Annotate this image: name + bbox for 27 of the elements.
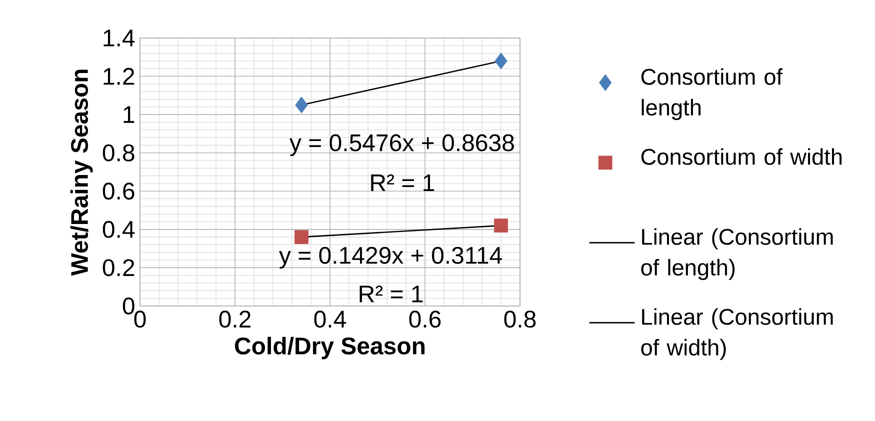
x-tick-label: 0.4: [314, 310, 346, 328]
annotation: R² = 1: [360, 286, 423, 302]
x-axis-title: Cold/Dry Season: [234, 336, 425, 360]
x-tick-label: 0: [134, 310, 146, 328]
legend-label: Linear (Consortium of length): [641, 228, 833, 280]
point: [294, 230, 308, 244]
point: [494, 218, 508, 233]
y-axis-title: Wet/Rainy Season: [70, 70, 93, 276]
y-tick-label: 0.8: [102, 144, 134, 162]
x-tick-label: 0.8: [504, 310, 536, 328]
x-tick-label: 0.6: [409, 310, 441, 328]
x-tick-label: 0.2: [219, 310, 250, 328]
legend-label: Consortium of width: [641, 148, 842, 165]
point: [494, 52, 508, 70]
legend-label: Consortium of length: [641, 68, 783, 120]
legend-label: Linear (Consortium of width): [641, 308, 833, 360]
y-tick-label: 0.4: [102, 220, 135, 238]
annotation: y = 0.1429x + 0.3114: [279, 246, 502, 269]
annotation: R² = 1: [371, 174, 434, 192]
y-tick-label: 0: [122, 297, 134, 314]
point: [295, 96, 308, 114]
annotation: y = 0.5476x + 0.8638: [290, 134, 514, 156]
y-tick-label: 0.2: [102, 259, 134, 276]
y-tick-label: 0.6: [102, 182, 134, 200]
y-tick-label: 1.2: [104, 68, 134, 85]
y-tick-label: 1.4: [104, 30, 135, 46]
y-tick-label: 1: [124, 106, 134, 123]
